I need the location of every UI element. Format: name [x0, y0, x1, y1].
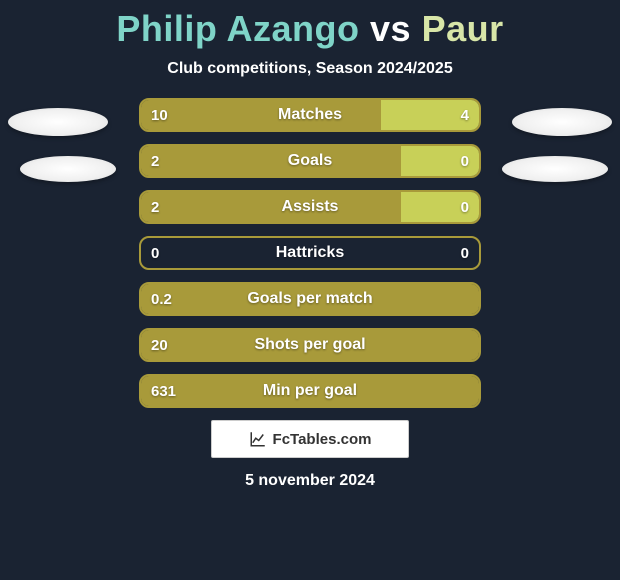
- stat-row: 2Goals0: [139, 144, 481, 178]
- player2-badge-placeholder-2: [502, 156, 608, 182]
- stat-label: Shots per goal: [141, 330, 479, 360]
- chart-icon: [249, 430, 267, 448]
- stat-label: Assists: [141, 192, 479, 222]
- stat-row: 0.2Goals per match: [139, 282, 481, 316]
- player1-badge-placeholder-2: [20, 156, 116, 182]
- stat-value-right: 4: [461, 100, 469, 130]
- stat-label: Matches: [141, 100, 479, 130]
- vs-text: vs: [370, 8, 411, 49]
- stat-row: 2Assists0: [139, 190, 481, 224]
- date-line: 5 november 2024: [0, 472, 620, 490]
- stat-bars: 10Matches42Goals02Assists00Hattricks00.2…: [139, 98, 481, 408]
- player2-badge-placeholder-1: [512, 108, 612, 136]
- stat-label: Goals: [141, 146, 479, 176]
- stat-value-right: 0: [461, 146, 469, 176]
- credit-badge[interactable]: FcTables.com: [211, 420, 409, 458]
- stat-row: 631Min per goal: [139, 374, 481, 408]
- player2-name: Paur: [422, 8, 504, 49]
- stat-row: 20Shots per goal: [139, 328, 481, 362]
- stat-label: Hattricks: [141, 238, 479, 268]
- comparison-title: Philip Azango vs Paur: [0, 0, 620, 50]
- stat-value-right: 0: [461, 238, 469, 268]
- stat-row: 0Hattricks0: [139, 236, 481, 270]
- subtitle: Club competitions, Season 2024/2025: [0, 60, 620, 78]
- player1-name: Philip Azango: [116, 8, 359, 49]
- player1-badge-placeholder-1: [8, 108, 108, 136]
- stat-value-right: 0: [461, 192, 469, 222]
- stat-label: Min per goal: [141, 376, 479, 406]
- credit-text: FcTables.com: [273, 431, 372, 448]
- chart-area: 10Matches42Goals02Assists00Hattricks00.2…: [0, 98, 620, 408]
- stat-row: 10Matches4: [139, 98, 481, 132]
- stat-label: Goals per match: [141, 284, 479, 314]
